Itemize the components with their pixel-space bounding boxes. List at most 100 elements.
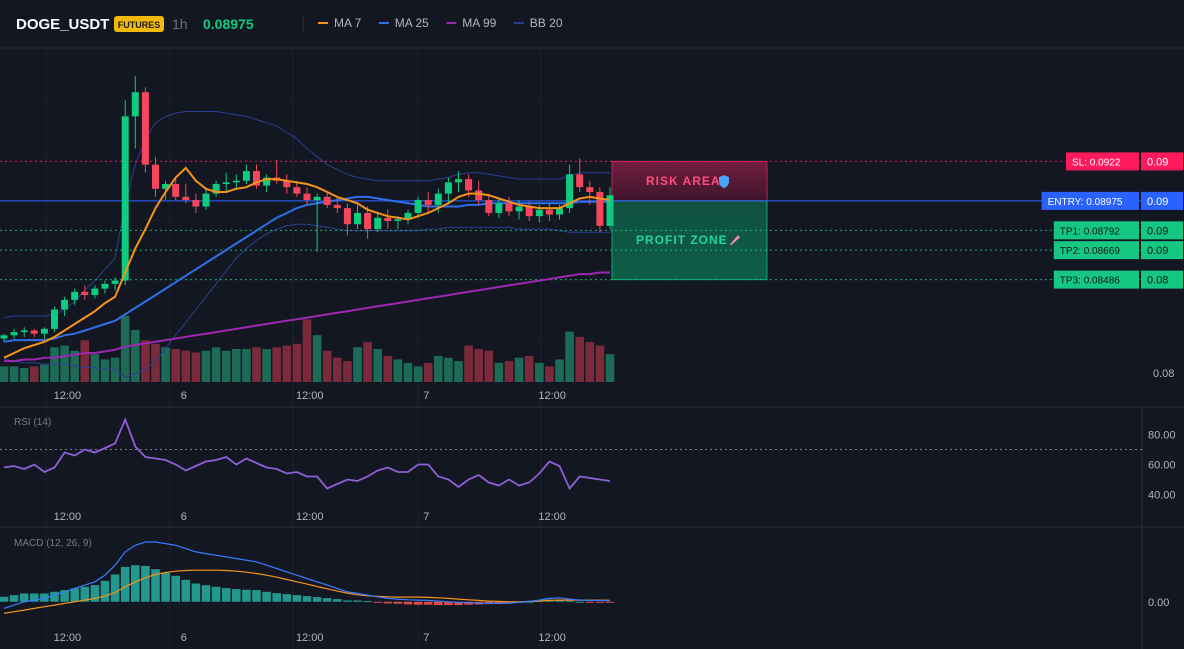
macd-histogram-bar xyxy=(242,589,251,602)
time-label: 7 xyxy=(423,632,429,644)
macd-histogram-bar xyxy=(131,565,140,602)
macd-histogram-bar xyxy=(595,601,605,603)
volume-bar xyxy=(434,355,443,382)
candle-body xyxy=(293,187,301,194)
macd-histogram-bar xyxy=(110,574,120,602)
macd-histogram-bar xyxy=(312,597,322,602)
macd-histogram-bar xyxy=(585,601,595,603)
macd-histogram-bar xyxy=(80,586,90,602)
time-label: 7 xyxy=(423,390,429,402)
bb-lower-line xyxy=(3,223,610,378)
bb-upper-line xyxy=(3,111,610,319)
candle-body xyxy=(111,280,119,284)
chart-header: DOGE_USDT FUTURES 1h 0.08975 MA 7 MA 25 MA… xyxy=(16,15,563,33)
candle-body xyxy=(566,174,574,209)
volume-bar xyxy=(131,329,140,382)
macd-histogram-bar xyxy=(565,600,574,602)
macd-histogram-bar xyxy=(494,601,504,604)
profit-zone-label: PROFIT ZONE xyxy=(636,233,728,247)
interval-label[interactable]: 1h xyxy=(172,16,188,32)
volume-bar xyxy=(60,345,69,382)
candle-body xyxy=(485,200,493,213)
volume-bar xyxy=(393,359,403,382)
candle-body xyxy=(303,193,311,201)
volume-bar xyxy=(484,350,494,382)
candle-body xyxy=(404,212,412,220)
candle-body xyxy=(101,283,109,289)
candle-body xyxy=(192,200,200,207)
macd-histogram-bar xyxy=(413,601,423,605)
rsi-line xyxy=(3,417,611,491)
rsi-panel[interactable]: RSI (14) 80.00 60.00 40.00 xyxy=(0,417,1176,502)
macd-histogram-bar xyxy=(221,588,231,602)
axis-tag-tp3: 0.08 xyxy=(1147,275,1168,287)
axis-tag-bg-tp1 xyxy=(1141,221,1183,240)
volume-bar xyxy=(444,357,453,382)
candle-body xyxy=(253,171,260,186)
macd-histogram-bar xyxy=(191,583,201,602)
level-tag-sl: SL: 0.0922 xyxy=(1072,157,1121,168)
time-label: 12:00 xyxy=(538,632,566,644)
volume-bar xyxy=(464,345,473,382)
time-label: 12:00 xyxy=(54,632,82,644)
macd-histogram-bar xyxy=(100,580,110,602)
candle-body xyxy=(121,116,129,281)
macd-histogram-bar xyxy=(9,595,19,602)
candle-body xyxy=(323,196,331,205)
candle-body xyxy=(152,164,159,189)
volume-bar xyxy=(322,350,332,382)
macd-histogram-bar xyxy=(232,589,241,602)
macd-histogram-bar xyxy=(454,601,463,606)
rsi-axis-label: 40.00 xyxy=(1148,490,1176,502)
macd-histogram-bar xyxy=(161,572,170,602)
axis-tag-sl: 0.09 xyxy=(1147,156,1168,168)
volume-bar xyxy=(514,357,524,382)
volume-bar xyxy=(40,364,49,382)
volume-bar xyxy=(242,349,251,382)
axis-tag-tp2: 0.09 xyxy=(1147,245,1168,257)
volume-bar xyxy=(100,359,110,382)
level-tag-tp1: TP1: 0.08792 xyxy=(1060,226,1120,237)
candle-body xyxy=(51,309,58,329)
candle-body xyxy=(384,217,392,221)
macd-histogram-bar xyxy=(60,590,69,602)
legend-label-1: MA 25 xyxy=(395,16,429,30)
volume-bar xyxy=(535,362,544,382)
macd-histogram-bar xyxy=(19,593,29,602)
candle-body xyxy=(495,203,503,213)
volume-bar xyxy=(252,347,261,382)
macd-title: MACD (12, 26, 9) xyxy=(14,538,92,549)
volume-bar xyxy=(191,352,201,382)
macd-histogram-bar xyxy=(120,566,130,602)
candle-body xyxy=(91,288,99,296)
volume-bar xyxy=(585,342,595,382)
legend-label-3: BB 20 xyxy=(530,16,563,30)
time-label: 12:00 xyxy=(538,511,566,523)
candle-body xyxy=(61,299,69,310)
time-label: 6 xyxy=(181,632,187,644)
macd-panel[interactable]: MACD (12, 26, 9) 0.00 xyxy=(0,538,1169,614)
level-tag-bg-tp1 xyxy=(1053,221,1139,240)
candle-body xyxy=(333,204,341,209)
time-label: 6 xyxy=(181,390,187,402)
candle-body xyxy=(182,196,190,201)
time-label: 12:00 xyxy=(54,390,82,402)
candle-body xyxy=(222,182,230,184)
symbol-name[interactable]: DOGE_USDT xyxy=(16,16,109,33)
volume-bar xyxy=(504,361,514,382)
candle-body xyxy=(242,171,250,181)
last-price: 0.08975 xyxy=(203,16,254,32)
macd-histogram-bar xyxy=(151,569,160,602)
volume-bar xyxy=(19,368,29,382)
volume-bar xyxy=(141,340,150,382)
volume-bar xyxy=(151,343,160,382)
level-tag-bg-sl xyxy=(1066,152,1139,171)
candle-body xyxy=(424,200,432,205)
price-panel[interactable]: RISK AREA PROFIT ZONE xyxy=(0,76,1142,382)
volume-bar xyxy=(312,335,322,382)
candle-body xyxy=(313,196,321,201)
volume-bar xyxy=(605,354,615,382)
macd-histogram-bar xyxy=(90,585,100,602)
